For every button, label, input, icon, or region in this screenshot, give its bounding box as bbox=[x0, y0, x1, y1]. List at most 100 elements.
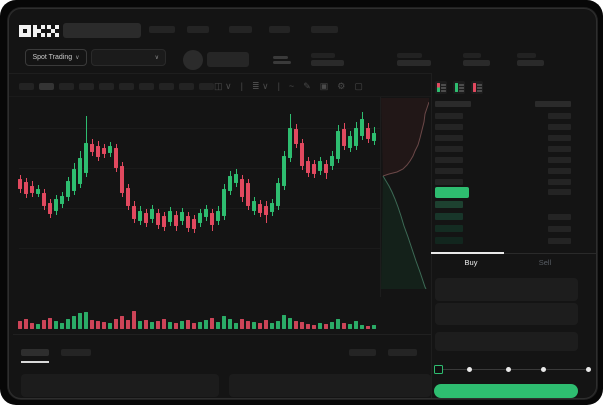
candle[interactable] bbox=[216, 211, 220, 221]
book-view-buys-icon[interactable] bbox=[453, 81, 465, 94]
market-type-dropdown[interactable]: Spot Trading ∨ bbox=[25, 49, 87, 66]
nav-item[interactable] bbox=[149, 26, 175, 33]
candle[interactable] bbox=[318, 161, 322, 171]
candle[interactable] bbox=[270, 203, 274, 212]
candle[interactable] bbox=[180, 212, 184, 221]
candle[interactable] bbox=[354, 128, 358, 146]
nav-item[interactable] bbox=[229, 26, 252, 33]
candle[interactable] bbox=[18, 179, 22, 189]
slider-handle[interactable] bbox=[434, 365, 443, 374]
candle[interactable] bbox=[210, 213, 214, 225]
bid-price[interactable] bbox=[435, 213, 463, 220]
timeframe-button[interactable] bbox=[139, 83, 154, 90]
timeframe-button[interactable] bbox=[39, 83, 54, 90]
chart-style-icon[interactable]: ◫ ∨ bbox=[214, 81, 232, 91]
candle[interactable] bbox=[246, 183, 250, 206]
candle[interactable] bbox=[288, 128, 292, 158]
trade-input-2[interactable] bbox=[435, 332, 578, 351]
candle[interactable] bbox=[198, 213, 202, 223]
candle[interactable] bbox=[192, 219, 196, 229]
trade-input-1[interactable] bbox=[435, 303, 578, 325]
candle[interactable] bbox=[114, 148, 118, 168]
candle[interactable] bbox=[330, 156, 334, 166]
candle[interactable] bbox=[126, 188, 130, 206]
timeframe-button[interactable] bbox=[199, 83, 214, 90]
ask-price[interactable] bbox=[435, 124, 463, 130]
candle[interactable] bbox=[138, 211, 142, 221]
candle[interactable] bbox=[234, 174, 238, 183]
ask-price[interactable] bbox=[435, 135, 463, 141]
pair-selector-dropdown[interactable]: ∨ bbox=[91, 49, 166, 66]
timeframe-button[interactable] bbox=[59, 83, 74, 90]
candle[interactable] bbox=[186, 216, 190, 228]
search-bar[interactable] bbox=[63, 23, 141, 38]
candle[interactable] bbox=[120, 166, 124, 193]
candle[interactable] bbox=[156, 213, 160, 225]
candle[interactable] bbox=[66, 181, 70, 197]
candle[interactable] bbox=[360, 119, 364, 136]
candle[interactable] bbox=[240, 179, 244, 197]
draw-icon[interactable]: ✎ bbox=[303, 81, 311, 91]
timeframe-button[interactable] bbox=[179, 83, 194, 90]
bid-price[interactable] bbox=[435, 201, 463, 208]
pair-name-placeholder[interactable] bbox=[207, 52, 249, 67]
bid-price[interactable] bbox=[435, 237, 463, 244]
ask-price[interactable] bbox=[435, 179, 463, 185]
candle[interactable] bbox=[78, 158, 82, 184]
candle[interactable] bbox=[306, 161, 310, 173]
ask-price[interactable] bbox=[435, 157, 463, 163]
slider-stop[interactable] bbox=[540, 367, 546, 372]
candle[interactable] bbox=[348, 136, 352, 148]
book-view-combined-icon[interactable] bbox=[435, 81, 447, 94]
indicators-icon[interactable]: ≣ ∨ bbox=[251, 81, 269, 91]
candle[interactable] bbox=[168, 211, 172, 222]
trade-input-0[interactable] bbox=[435, 278, 578, 301]
line-tool-icon[interactable]: ~ bbox=[288, 81, 295, 91]
candle[interactable] bbox=[144, 213, 148, 223]
candle[interactable] bbox=[366, 128, 370, 139]
candle[interactable] bbox=[312, 164, 316, 174]
buy-submit-button[interactable] bbox=[434, 384, 578, 398]
candle[interactable] bbox=[72, 169, 76, 191]
amount-slider-track[interactable] bbox=[438, 369, 588, 370]
candle[interactable] bbox=[48, 203, 52, 214]
candle[interactable] bbox=[228, 176, 232, 191]
timeframe-button[interactable] bbox=[159, 83, 174, 90]
candle[interactable] bbox=[36, 189, 40, 194]
bottom-bar-action[interactable] bbox=[388, 349, 417, 356]
candle[interactable] bbox=[258, 204, 262, 213]
candle[interactable] bbox=[162, 216, 166, 227]
nav-item[interactable] bbox=[269, 26, 290, 33]
slider-stop[interactable] bbox=[466, 367, 472, 372]
candle[interactable] bbox=[324, 164, 328, 173]
candle[interactable] bbox=[150, 209, 154, 219]
bottom-bar-action[interactable] bbox=[349, 349, 376, 356]
candle[interactable] bbox=[300, 143, 304, 166]
candle[interactable] bbox=[102, 148, 106, 154]
candle[interactable] bbox=[24, 182, 28, 194]
tab-buy[interactable]: Buy bbox=[464, 258, 478, 267]
tab-sell[interactable]: Sell bbox=[538, 258, 552, 267]
timeframe-button[interactable] bbox=[19, 83, 34, 90]
candle[interactable] bbox=[342, 129, 346, 146]
timeframe-button[interactable] bbox=[79, 83, 94, 90]
nav-item[interactable] bbox=[311, 26, 338, 33]
ask-price[interactable] bbox=[435, 146, 463, 152]
candle[interactable] bbox=[264, 206, 268, 215]
bottom-tab-1[interactable] bbox=[61, 349, 91, 356]
candle[interactable] bbox=[372, 133, 376, 141]
candle[interactable] bbox=[222, 189, 226, 216]
slider-stop[interactable] bbox=[585, 367, 591, 372]
candle[interactable] bbox=[174, 215, 178, 226]
candle[interactable] bbox=[96, 146, 100, 157]
snapshot-icon[interactable]: ▣ bbox=[319, 81, 329, 91]
timeframe-button[interactable] bbox=[99, 83, 114, 90]
candle[interactable] bbox=[90, 144, 94, 152]
candle[interactable] bbox=[42, 193, 46, 206]
bottom-tab-0[interactable] bbox=[21, 349, 49, 356]
timeframe-button[interactable] bbox=[119, 83, 134, 90]
price-chart[interactable] bbox=[9, 97, 431, 334]
candle[interactable] bbox=[282, 156, 286, 186]
candle[interactable] bbox=[84, 143, 88, 173]
candle[interactable] bbox=[294, 129, 298, 144]
